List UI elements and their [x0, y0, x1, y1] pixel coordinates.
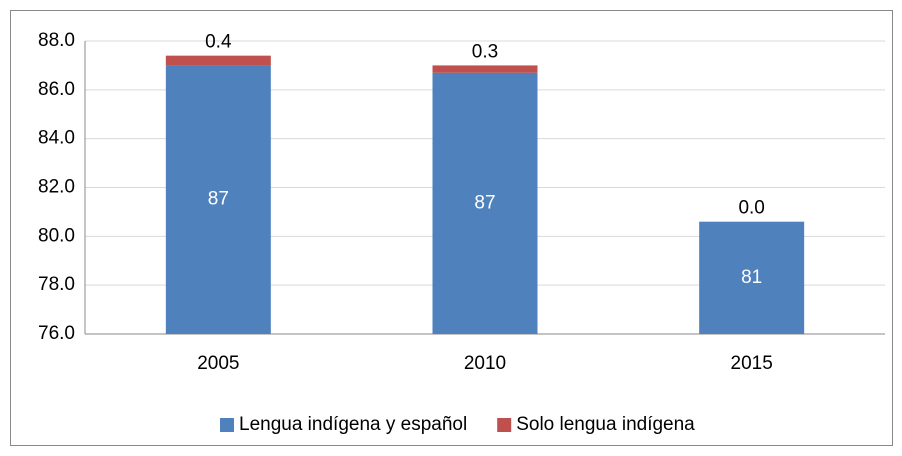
legend-swatch	[497, 418, 512, 432]
bar-segment	[165, 55, 271, 66]
x-tick-label: 2005	[197, 353, 239, 374]
y-tick-label: 80.0	[38, 225, 75, 246]
y-tick-label: 76.0	[38, 323, 75, 344]
legend-label: Solo lengua indígena	[516, 414, 695, 435]
legend-label: Lengua indígena y español	[239, 414, 467, 435]
data-label: 0.3	[472, 41, 498, 62]
y-tick-label: 86.0	[38, 79, 75, 100]
bar-segment	[165, 65, 271, 335]
data-label: 0.4	[205, 32, 232, 53]
y-tick-label: 84.0	[38, 128, 75, 149]
x-tick-label: 2010	[464, 353, 506, 374]
bar-segment	[432, 72, 538, 334]
data-label: 81	[741, 267, 762, 288]
y-tick-label: 78.0	[38, 274, 75, 295]
bar-segment	[432, 65, 538, 73]
data-label: 0.0	[738, 198, 764, 219]
data-label: 87	[474, 192, 495, 213]
data-label: 87	[208, 189, 229, 210]
bar-segment	[699, 221, 805, 334]
legend-swatch	[220, 418, 234, 432]
x-tick-label: 2015	[731, 353, 773, 374]
y-tick-label: 88.0	[38, 30, 75, 51]
y-tick-label: 82.0	[38, 177, 75, 198]
